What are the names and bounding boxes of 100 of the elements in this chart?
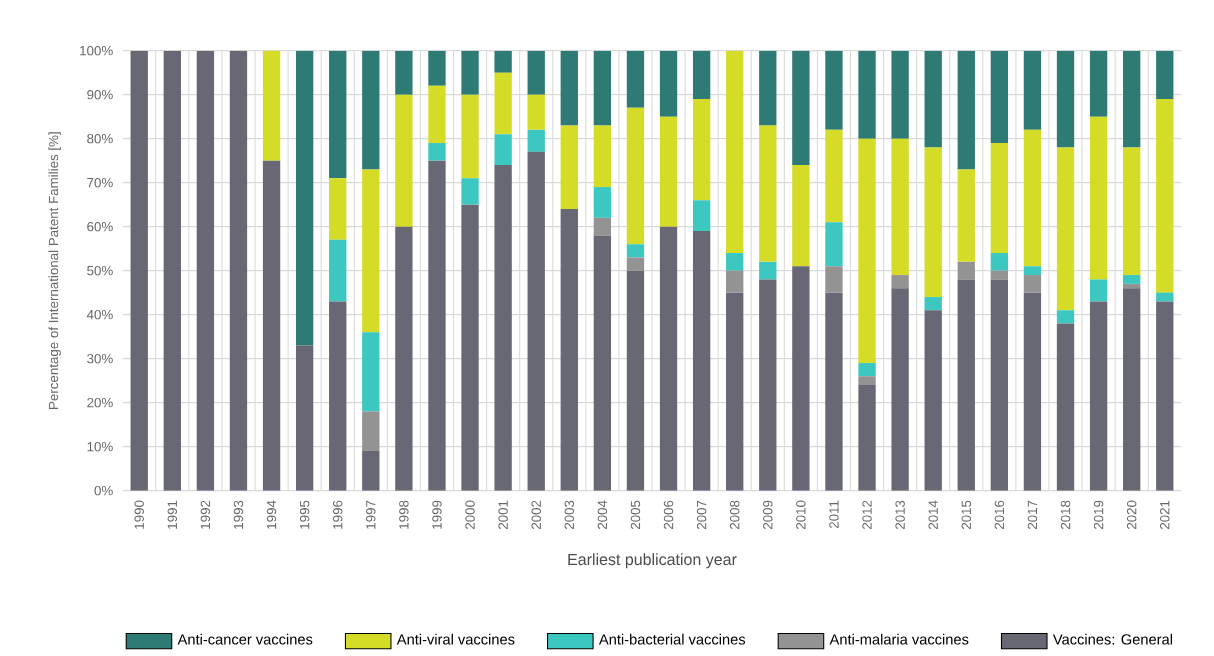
bar [1123,147,1141,276]
bar [362,50,380,170]
bar [891,138,909,276]
bar [726,270,744,293]
bar [428,160,446,491]
bar [759,125,777,262]
bar [428,85,446,144]
bar [593,187,612,218]
bar [395,50,413,95]
bar [792,165,810,267]
bar [858,363,876,377]
bar [593,125,612,188]
bar [329,50,347,179]
bar [362,451,380,491]
bar [229,50,248,491]
bar [825,266,843,293]
bar [461,178,479,205]
bar [593,50,612,126]
bar [362,332,380,412]
bar [626,257,645,271]
bar [1089,50,1108,117]
bar [659,116,678,227]
bar [692,231,711,491]
bar [891,50,909,139]
bar [395,226,413,491]
bar [130,50,148,491]
bar [1089,301,1108,491]
bar [1123,275,1141,284]
bar [560,209,578,491]
bar [593,235,612,491]
bar [692,99,711,201]
bar [1156,50,1174,100]
bar [494,165,512,491]
bar [626,107,645,245]
bar [891,288,909,491]
bar [692,50,711,100]
bar [957,50,975,170]
bar [759,279,777,491]
bar [527,151,545,491]
bar [792,50,810,166]
bar [461,50,479,95]
bar [494,50,512,73]
bar [428,50,446,86]
bar [825,292,843,491]
bar [1156,99,1174,293]
bar [924,147,942,298]
bar [527,129,545,152]
bar [626,270,645,491]
bar [295,345,314,491]
bar [196,50,215,491]
bar [759,261,777,280]
bar [1056,50,1075,148]
bar [957,169,975,262]
bar [957,261,975,280]
bar [329,239,347,302]
bar [560,50,578,126]
bar [1023,129,1042,267]
bar [1023,50,1042,130]
bar [858,376,876,386]
bar [990,143,1009,254]
bar [527,94,545,130]
bar [726,253,744,271]
bar [428,143,446,161]
bar [825,129,843,223]
bar [924,50,942,148]
bar [593,217,612,236]
bar [957,279,975,491]
bar [1056,323,1075,491]
bar [329,178,347,240]
bar [395,94,413,227]
bar [461,204,479,491]
bar [1089,116,1108,280]
bar [295,50,314,346]
bar [1056,310,1075,324]
bar [659,50,678,117]
bar [494,72,512,135]
bar [329,301,347,491]
bar [1123,288,1141,491]
bar [891,275,909,289]
bar [362,411,380,452]
bar [1023,292,1042,491]
bar [262,50,281,161]
bar [626,244,645,258]
bar [1023,275,1042,293]
bar [626,50,645,108]
bar [163,50,181,491]
bar [825,50,843,130]
bar [858,385,876,491]
bar [825,222,843,267]
bar [659,226,678,491]
bar [1056,147,1075,311]
bar [858,138,876,364]
bar [924,297,942,311]
bar [924,310,942,491]
bar [990,50,1009,144]
bar [362,169,380,333]
bar [262,160,281,491]
bar [1089,279,1108,302]
bar [1156,301,1174,491]
bar [494,134,512,166]
